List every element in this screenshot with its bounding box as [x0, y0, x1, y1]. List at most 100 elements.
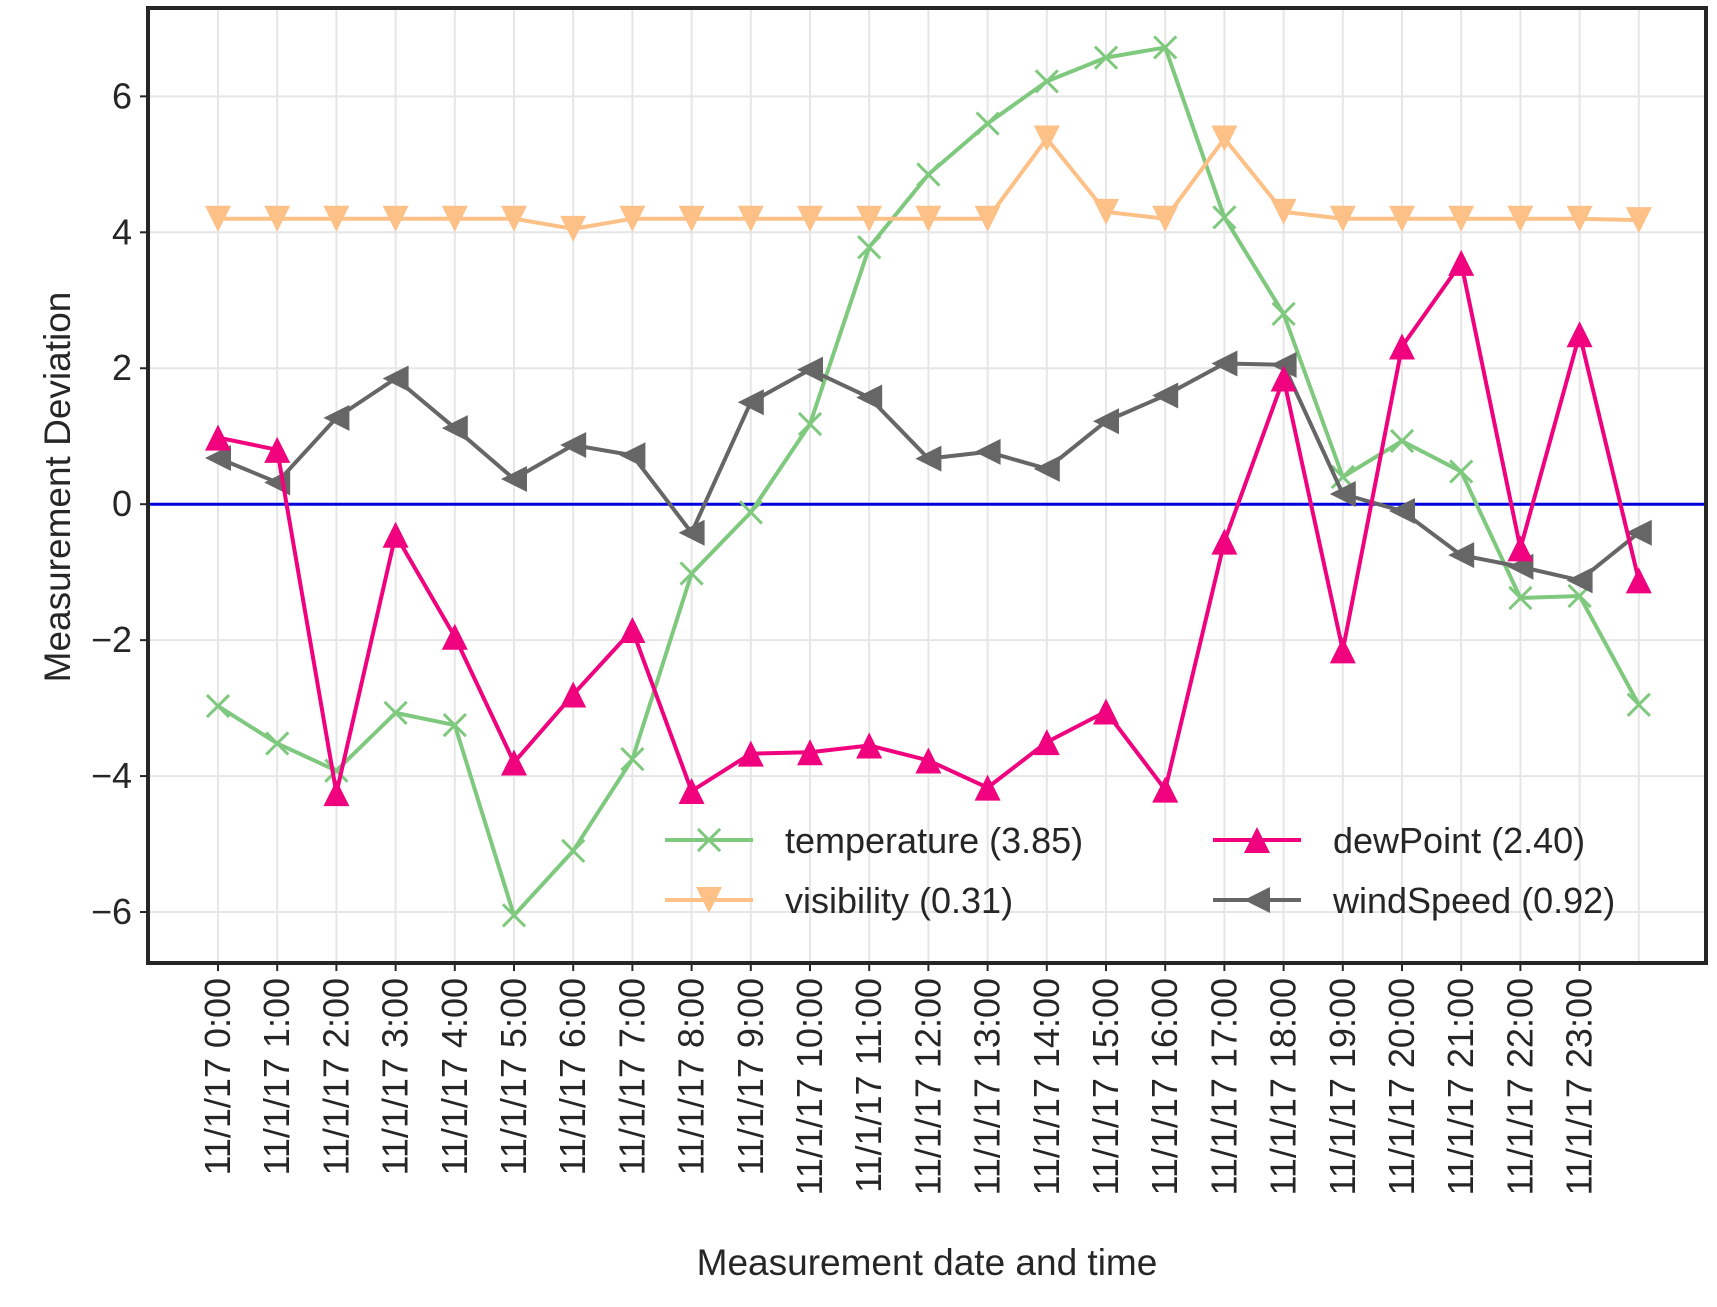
temperature-point	[1034, 69, 1059, 94]
dewPoint-point	[915, 747, 942, 774]
x-tick-label: 11/1/17 7:00	[611, 978, 652, 1176]
visibility-point	[1625, 207, 1652, 234]
x-tick-label: 11/1/17 21:00	[1440, 978, 1481, 1196]
visibility-point	[1507, 205, 1534, 232]
visibility-point	[856, 205, 883, 232]
windSpeed-point	[1211, 350, 1238, 377]
visibility-point	[382, 205, 409, 232]
legend-marker	[1244, 827, 1270, 853]
x-tick-label: 11/1/17 9:00	[730, 978, 771, 1176]
visibility-point	[1566, 205, 1593, 232]
temperature-point	[975, 111, 1000, 136]
visibility-point	[974, 205, 1001, 232]
temperature-point	[501, 903, 527, 928]
windSpeed-point	[441, 415, 468, 442]
dewPoint-point	[1329, 637, 1356, 664]
legend-label: dewPoint (2.40)	[1333, 820, 1585, 861]
y-tick-label: 2	[112, 347, 132, 388]
visibility-point	[1448, 205, 1475, 232]
legend-label: visibility (0.31)	[785, 880, 1013, 921]
dewPoint-point	[560, 681, 587, 708]
temperature-point	[1626, 692, 1651, 717]
windSpeed-point	[501, 466, 527, 493]
temperature-point	[1093, 45, 1119, 70]
y-axis-title: Measurement Deviation	[37, 292, 78, 683]
temperature-point	[1449, 459, 1474, 484]
temperature-point	[205, 693, 231, 719]
windSpeed-point	[1329, 480, 1356, 507]
legend-marker	[696, 827, 722, 853]
dewPoint-point	[1211, 528, 1238, 555]
windSpeed-point	[1625, 519, 1652, 546]
visibility-point	[1211, 125, 1238, 152]
dewPoint-point	[1093, 698, 1119, 725]
y-tick-label: −2	[91, 619, 132, 660]
plot-frame	[146, 6, 1708, 965]
x-tick-label: 11/1/17 8:00	[671, 978, 712, 1176]
legend-marker	[696, 887, 722, 913]
y-tick-label: 4	[112, 211, 132, 252]
windSpeed-series	[205, 350, 1652, 594]
x-tick-label: 11/1/17 11:00	[848, 978, 889, 1193]
windSpeed-point	[797, 356, 823, 383]
temperature-point	[265, 731, 290, 756]
dewPoint-point	[678, 778, 705, 805]
windSpeed-point	[974, 438, 1001, 465]
grid	[148, 8, 1706, 963]
windSpeed-point	[1270, 351, 1297, 378]
dewPoint-point	[1270, 365, 1297, 392]
x-tick-label: 11/1/17 1:00	[256, 978, 297, 1176]
dewPoint-point	[737, 740, 764, 767]
visibility-point	[678, 205, 705, 232]
x-tick-label: 11/1/17 18:00	[1263, 978, 1304, 1196]
temperature-series	[205, 35, 1651, 928]
x-tick-label: 11/1/17 23:00	[1559, 978, 1600, 1196]
visibility-point	[1389, 205, 1415, 232]
dewPoint-point	[1389, 333, 1415, 360]
windSpeed-point	[737, 389, 764, 416]
windSpeed-point	[382, 365, 409, 392]
temperature-point	[442, 712, 467, 738]
windSpeed-point	[205, 444, 231, 471]
dewPoint-point	[619, 616, 646, 643]
visibility-point	[797, 205, 823, 232]
dewPoint-point	[1448, 249, 1475, 276]
x-tick-label: 11/1/17 3:00	[375, 978, 416, 1176]
windSpeed-point	[1033, 455, 1060, 482]
visibility-point	[205, 205, 231, 232]
x-tick-label: 11/1/17 2:00	[315, 978, 356, 1176]
temperature-point	[383, 700, 408, 725]
temperature-point	[857, 235, 882, 260]
x-tick-label: 11/1/17 12:00	[907, 978, 948, 1196]
windSpeed-point	[560, 432, 587, 459]
windSpeed-point	[1093, 408, 1119, 435]
legend-item-dewPoint: dewPoint (2.40)	[1213, 820, 1585, 861]
x-tick-label: 11/1/17 10:00	[789, 978, 830, 1196]
visibility-point	[915, 205, 942, 232]
x-tick-label: 11/1/17 22:00	[1499, 978, 1540, 1196]
visibility-point	[1270, 198, 1297, 225]
x-tick-label: 11/1/17 15:00	[1085, 978, 1126, 1196]
visibility-series	[205, 125, 1652, 242]
y-tick-label: 6	[112, 75, 132, 116]
dewPoint-point	[1507, 535, 1534, 562]
visibility-point	[1329, 205, 1356, 232]
x-tick-label: 11/1/17 13:00	[967, 978, 1008, 1196]
temperature-point	[738, 500, 763, 525]
x-tick-label: 11/1/17 19:00	[1322, 978, 1363, 1196]
windSpeed-point	[678, 519, 705, 546]
legend: temperature (3.85) dewPoint (2.40) visibil…	[665, 820, 1615, 921]
temperature-point	[1389, 428, 1415, 454]
dewPoint-point	[797, 739, 823, 766]
visibility-point	[619, 205, 646, 232]
legend-label: temperature (3.85)	[785, 820, 1083, 861]
windSpeed-point	[1566, 567, 1593, 594]
visibility-point	[1033, 125, 1060, 152]
x-tick-label: 11/1/17 14:00	[1026, 978, 1067, 1196]
x-tick-label: 11/1/17 4:00	[434, 978, 475, 1176]
temperature-point	[797, 411, 823, 437]
dewPoint-point	[1033, 729, 1060, 756]
visibility-point	[264, 205, 291, 232]
legend-label: windSpeed (0.92)	[1332, 880, 1615, 921]
legend-item-windSpeed: windSpeed (0.92)	[1213, 880, 1615, 921]
